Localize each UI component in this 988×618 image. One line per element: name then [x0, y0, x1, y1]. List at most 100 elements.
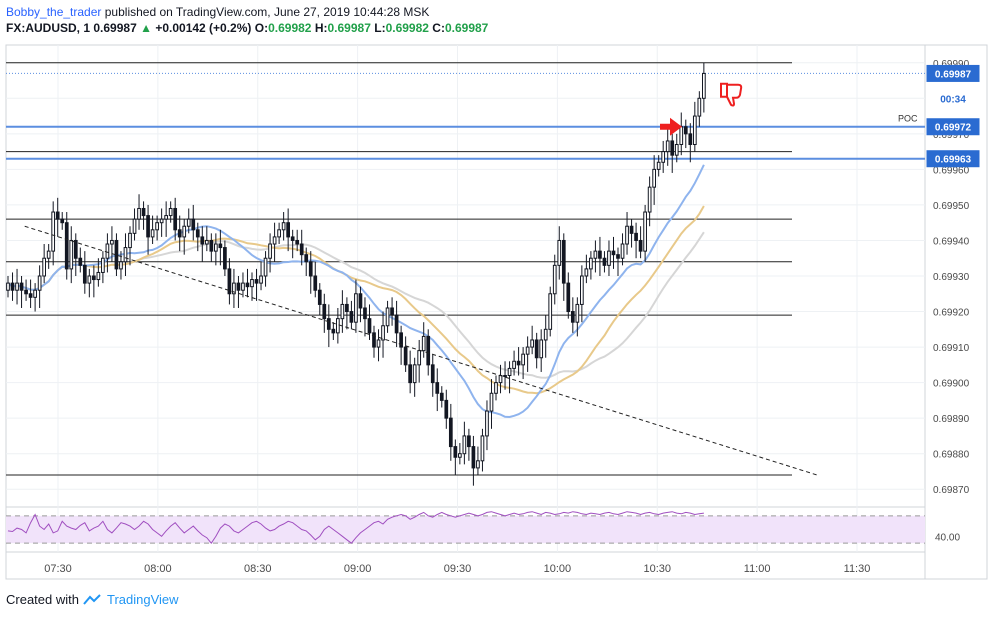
price-label-box [926, 150, 980, 168]
candle-body [692, 115, 697, 146]
candle-body [10, 282, 15, 291]
price-tick-label: 0.69960 [933, 165, 970, 176]
candle-body [557, 239, 562, 266]
symbol-label[interactable]: FX:AUDUSD, 1 [6, 21, 91, 35]
tradingview-brand[interactable]: TradingView [106, 592, 179, 607]
price-tick-label: 0.69940 [933, 236, 970, 247]
candle-body [652, 168, 657, 188]
author-link[interactable]: Bobby_the_trader [6, 5, 102, 19]
candle-body [638, 239, 643, 252]
candle-body [376, 339, 381, 348]
price-change: +0.00142 (+0.2%) [155, 21, 252, 35]
time-tick-label: 11:30 [844, 563, 871, 575]
candle-body [584, 268, 589, 277]
candle-body [408, 364, 413, 384]
candle-body [150, 229, 155, 238]
time-axis-labels: 07:30 08:00 08:30 09:00 09:30 10:00 10:30 11:00… [44, 563, 870, 575]
candle-body [322, 303, 327, 320]
ma-gold-line [7, 205, 705, 395]
price-tick-label: 0.69880 [933, 450, 970, 461]
candle-body [73, 239, 78, 259]
time-tick-label: 10:00 [544, 563, 572, 575]
candle-body [367, 318, 372, 334]
candle-body [602, 257, 607, 266]
candle-body [46, 250, 51, 259]
open-label: O: [254, 21, 269, 35]
candle-body [96, 271, 101, 281]
time-tick-label: 08:30 [244, 563, 272, 575]
candle-body [263, 257, 268, 277]
candle-body [173, 207, 178, 231]
candle-body [552, 264, 557, 295]
candle-body [114, 239, 119, 270]
price-label-text: 00:34 [940, 94, 966, 105]
candle-body [354, 293, 358, 323]
candle-body [485, 410, 489, 437]
candle-body [688, 133, 693, 146]
candle-body [19, 282, 24, 291]
candle-body [570, 311, 575, 323]
candle-body [182, 225, 187, 238]
candle-body [227, 268, 232, 295]
candle-body [458, 453, 462, 458]
candle-body [223, 247, 227, 270]
candle-body [358, 293, 363, 309]
candle-body [128, 232, 132, 249]
rsi-band [6, 515, 925, 544]
candle-body [444, 399, 449, 419]
candle-body [625, 225, 629, 245]
candle-body [656, 161, 661, 170]
candle-body [403, 346, 408, 366]
candle-body [141, 207, 146, 217]
candle-body [530, 339, 535, 348]
candle-body [674, 144, 679, 156]
candle-body [525, 346, 530, 355]
candle-body [512, 360, 516, 369]
candle-body [33, 289, 37, 298]
open-value: 0.69982 [268, 21, 312, 35]
candle-body [683, 126, 688, 135]
candle-body [665, 140, 670, 153]
change-up-icon: ▲ [140, 21, 152, 35]
candle-body [516, 360, 521, 366]
candle-body [430, 364, 435, 384]
candle-body [439, 392, 444, 401]
candle-body [494, 382, 498, 394]
candle-body [349, 311, 354, 323]
time-axis[interactable] [5, 551, 926, 580]
candle-body [702, 72, 706, 99]
candle-body [137, 207, 141, 220]
candle-body [213, 243, 218, 252]
candle-body [643, 211, 647, 252]
price-tick-label: 0.69870 [933, 485, 970, 496]
candle-body [191, 218, 196, 231]
candle-body [37, 275, 42, 291]
candle-body [209, 239, 214, 252]
candle-body [272, 236, 277, 245]
created-with-text: Created with [6, 592, 79, 607]
candle-body [448, 417, 453, 448]
horizontal-levels [6, 62, 925, 476]
candle-body [313, 275, 318, 291]
published-text: published on TradingView.com, June 27, 2… [104, 5, 430, 19]
candle-body [304, 254, 309, 263]
candle-body [245, 282, 250, 288]
candle-body [534, 339, 539, 359]
candle-body [575, 303, 580, 323]
time-tick-label: 09:30 [444, 563, 472, 575]
chart-header: Bobby_the_trader published on TradingVie… [6, 4, 976, 36]
candle-body [462, 435, 467, 455]
candle-body [629, 225, 634, 234]
time-tick-label: 10:30 [643, 563, 671, 575]
candle-body [521, 353, 525, 366]
tradingview-logo-icon [83, 593, 101, 605]
candle-body [670, 140, 675, 156]
price-axis-labels: 0.69870 0.69880 0.69890 0.69900 0.69910 0.699… [933, 59, 970, 496]
candle-body [453, 446, 458, 458]
candle-body [412, 364, 417, 384]
price-tick-label: 0.69950 [933, 201, 970, 212]
trend-line-group [24, 225, 818, 476]
candle-body [204, 239, 209, 245]
thumbs-down-icon [720, 82, 743, 107]
